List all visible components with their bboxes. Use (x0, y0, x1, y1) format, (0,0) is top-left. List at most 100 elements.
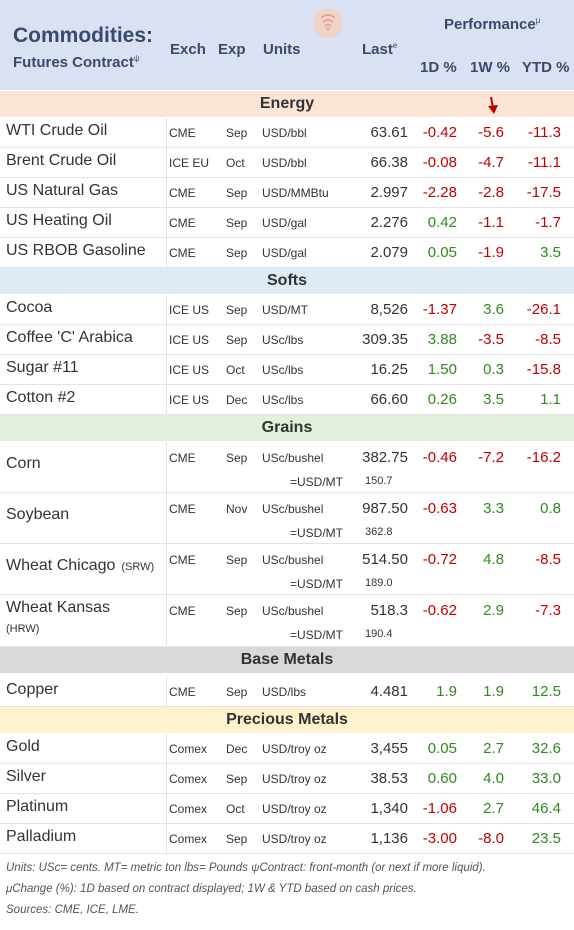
last-price: 518.3 (370, 602, 408, 619)
exchange: ICE US (169, 363, 210, 377)
units: USc/bushel (262, 451, 324, 465)
footer-units-note: Units: USc= cents. MT= metric ton lbs= P… (6, 862, 486, 874)
commodity-name: Copper (6, 681, 59, 698)
units: USD/troy oz (262, 772, 327, 786)
change-1d: -1.06 (422, 800, 457, 817)
change-ytd: -17.5 (526, 184, 561, 201)
column-divider (166, 295, 167, 324)
commodity-name: US Heating Oil (6, 212, 112, 229)
change-1d: -0.72 (422, 551, 457, 568)
change-1w: -1.9 (478, 244, 504, 261)
last-price: 2.079 (370, 244, 408, 261)
last-price: 38.53 (370, 770, 408, 787)
footer-sources: Sources: CME, ICE, LME. (6, 904, 139, 916)
change-ytd: -8.5 (535, 551, 561, 568)
col-performance: Performanceμ (444, 16, 540, 33)
table-row: Soybean CME Nov USc/bushel 987.50 -0.63 3.3 0.8… (0, 493, 574, 544)
change-1d: 0.42 (427, 214, 457, 231)
change-1w: 4.8 (483, 551, 504, 568)
column-divider (166, 794, 167, 823)
commodity-name-qualifier: (SRW) (121, 561, 155, 573)
table-header: Commodities: Futures Contractψ Exch Exp … (0, 0, 574, 90)
change-1d: 0.05 (427, 244, 457, 261)
section-header-grains: Grains (0, 415, 574, 441)
expiry: Sep (226, 604, 248, 618)
change-1w: 0.3 (483, 361, 504, 378)
table-row: Wheat Chicago (SRW) CME Sep USc/bushel 514.50… (0, 544, 574, 595)
table-row: Wheat Kansas (HRW) CME Sep USc/bushel 518.3 -0… (0, 595, 574, 647)
change-ytd: 0.8 (540, 500, 561, 517)
commodity-name-qualifier: (HRW) (6, 623, 40, 635)
last-price: 2.276 (370, 214, 408, 231)
last-price: 514.50 (362, 551, 408, 568)
expiry: Dec (226, 742, 248, 756)
units: USc/lbs (262, 393, 304, 407)
section-header-softs: Softs (0, 268, 574, 294)
change-ytd: -11.1 (527, 154, 561, 171)
change-1d: -3.00 (422, 830, 457, 847)
section-header-precious-metals: Precious Metals (0, 707, 574, 733)
change-1d: 0.60 (427, 770, 457, 787)
col-last-mark: e (392, 41, 398, 50)
expiry: Sep (226, 451, 248, 465)
change-ytd: -15.8 (526, 361, 561, 378)
change-1d: 0.05 (427, 740, 457, 757)
expiry: Dec (226, 393, 248, 407)
col-exp: Exp (218, 41, 246, 58)
last-price: 987.50 (362, 500, 408, 517)
commodity-name: Coffee 'C' Arabica (6, 329, 133, 346)
exchange: Comex (169, 742, 208, 756)
section-header-base-metals: Base Metals (0, 647, 574, 673)
expiry: Oct (226, 363, 245, 377)
col-1d: 1D % (420, 59, 457, 76)
change-1w: 2.9 (483, 602, 504, 619)
change-1w: -3.5 (478, 331, 504, 348)
table-row: Cocoa ICE US Sep USD/MT 8,526 -1.37 3.6 -26.1 (0, 295, 574, 325)
column-divider (166, 238, 167, 267)
change-1w: 2.7 (483, 800, 504, 817)
column-divider (166, 325, 167, 354)
units: USD/gal (262, 246, 307, 260)
col-ytd: YTD % (522, 59, 570, 76)
change-1w: 3.5 (483, 391, 504, 408)
change-ytd: 3.5 (540, 244, 561, 261)
change-1d: 1.50 (427, 361, 457, 378)
change-1d: -0.42 (422, 124, 457, 141)
units: USD/gal (262, 216, 307, 230)
units: USc/bushel (262, 502, 324, 516)
page-title: Commodities: (13, 24, 154, 47)
units: USD/lbs (262, 685, 307, 699)
change-1w: -7.2 (478, 449, 504, 466)
commodity-name: Sugar #11 (6, 359, 79, 376)
expiry: Sep (226, 832, 248, 846)
last-price: 4.481 (370, 683, 408, 700)
change-1d: -2.28 (422, 184, 457, 201)
column-divider (166, 544, 167, 594)
column-divider (166, 734, 167, 763)
column-divider (166, 595, 167, 646)
col-last: Laste (362, 41, 397, 58)
expiry: Sep (226, 246, 248, 260)
converted-units: =USD/MT (290, 475, 344, 489)
expiry: Oct (226, 156, 245, 170)
converted-units: =USD/MT (290, 628, 344, 642)
table-row: Gold Comex Dec USD/troy oz 3,455 0.05 2.7 32.6 (0, 734, 574, 764)
exchange: CME (169, 553, 196, 567)
last-price: 3,455 (370, 740, 408, 757)
change-ytd: 23.5 (531, 830, 561, 847)
expiry: Sep (226, 216, 248, 230)
units: USD/bbl (262, 126, 307, 140)
table-row: Coffee 'C' Arabica ICE US Sep USc/lbs 309.35… (0, 325, 574, 355)
col-last-text: Last (362, 41, 393, 58)
commodity-name: Cotton #2 (6, 389, 76, 406)
table-row: Silver Comex Sep USD/troy oz 38.53 0.60 4.0 33.… (0, 764, 574, 794)
col-performance-mark: μ (535, 16, 541, 25)
commodity-name: US RBOB Gasoline (6, 242, 146, 259)
units: USD/troy oz (262, 802, 327, 816)
table-row: US Heating Oil CME Sep USD/gal 2.276 0.42 -1.1… (0, 208, 574, 238)
commodity-name: Corn (6, 455, 41, 472)
page-subtitle: Futures Contractψ (13, 54, 140, 71)
table-row: US Natural Gas CME Sep USD/MMBtu 2.997 -2.28 -… (0, 178, 574, 208)
converted-value: 362.8 (365, 526, 393, 538)
change-1w: 4.0 (483, 770, 504, 787)
